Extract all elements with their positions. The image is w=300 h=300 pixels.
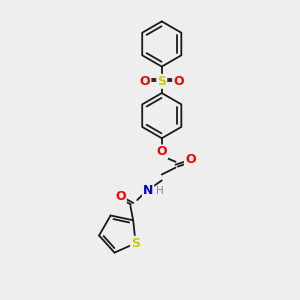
Text: O: O	[115, 190, 126, 202]
Text: S: S	[131, 237, 140, 250]
Text: H: H	[156, 186, 164, 196]
Text: O: O	[185, 153, 196, 166]
Text: O: O	[157, 146, 167, 158]
Text: S: S	[157, 75, 166, 88]
Text: N: N	[143, 184, 153, 197]
Text: O: O	[173, 75, 184, 88]
Text: O: O	[140, 75, 150, 88]
